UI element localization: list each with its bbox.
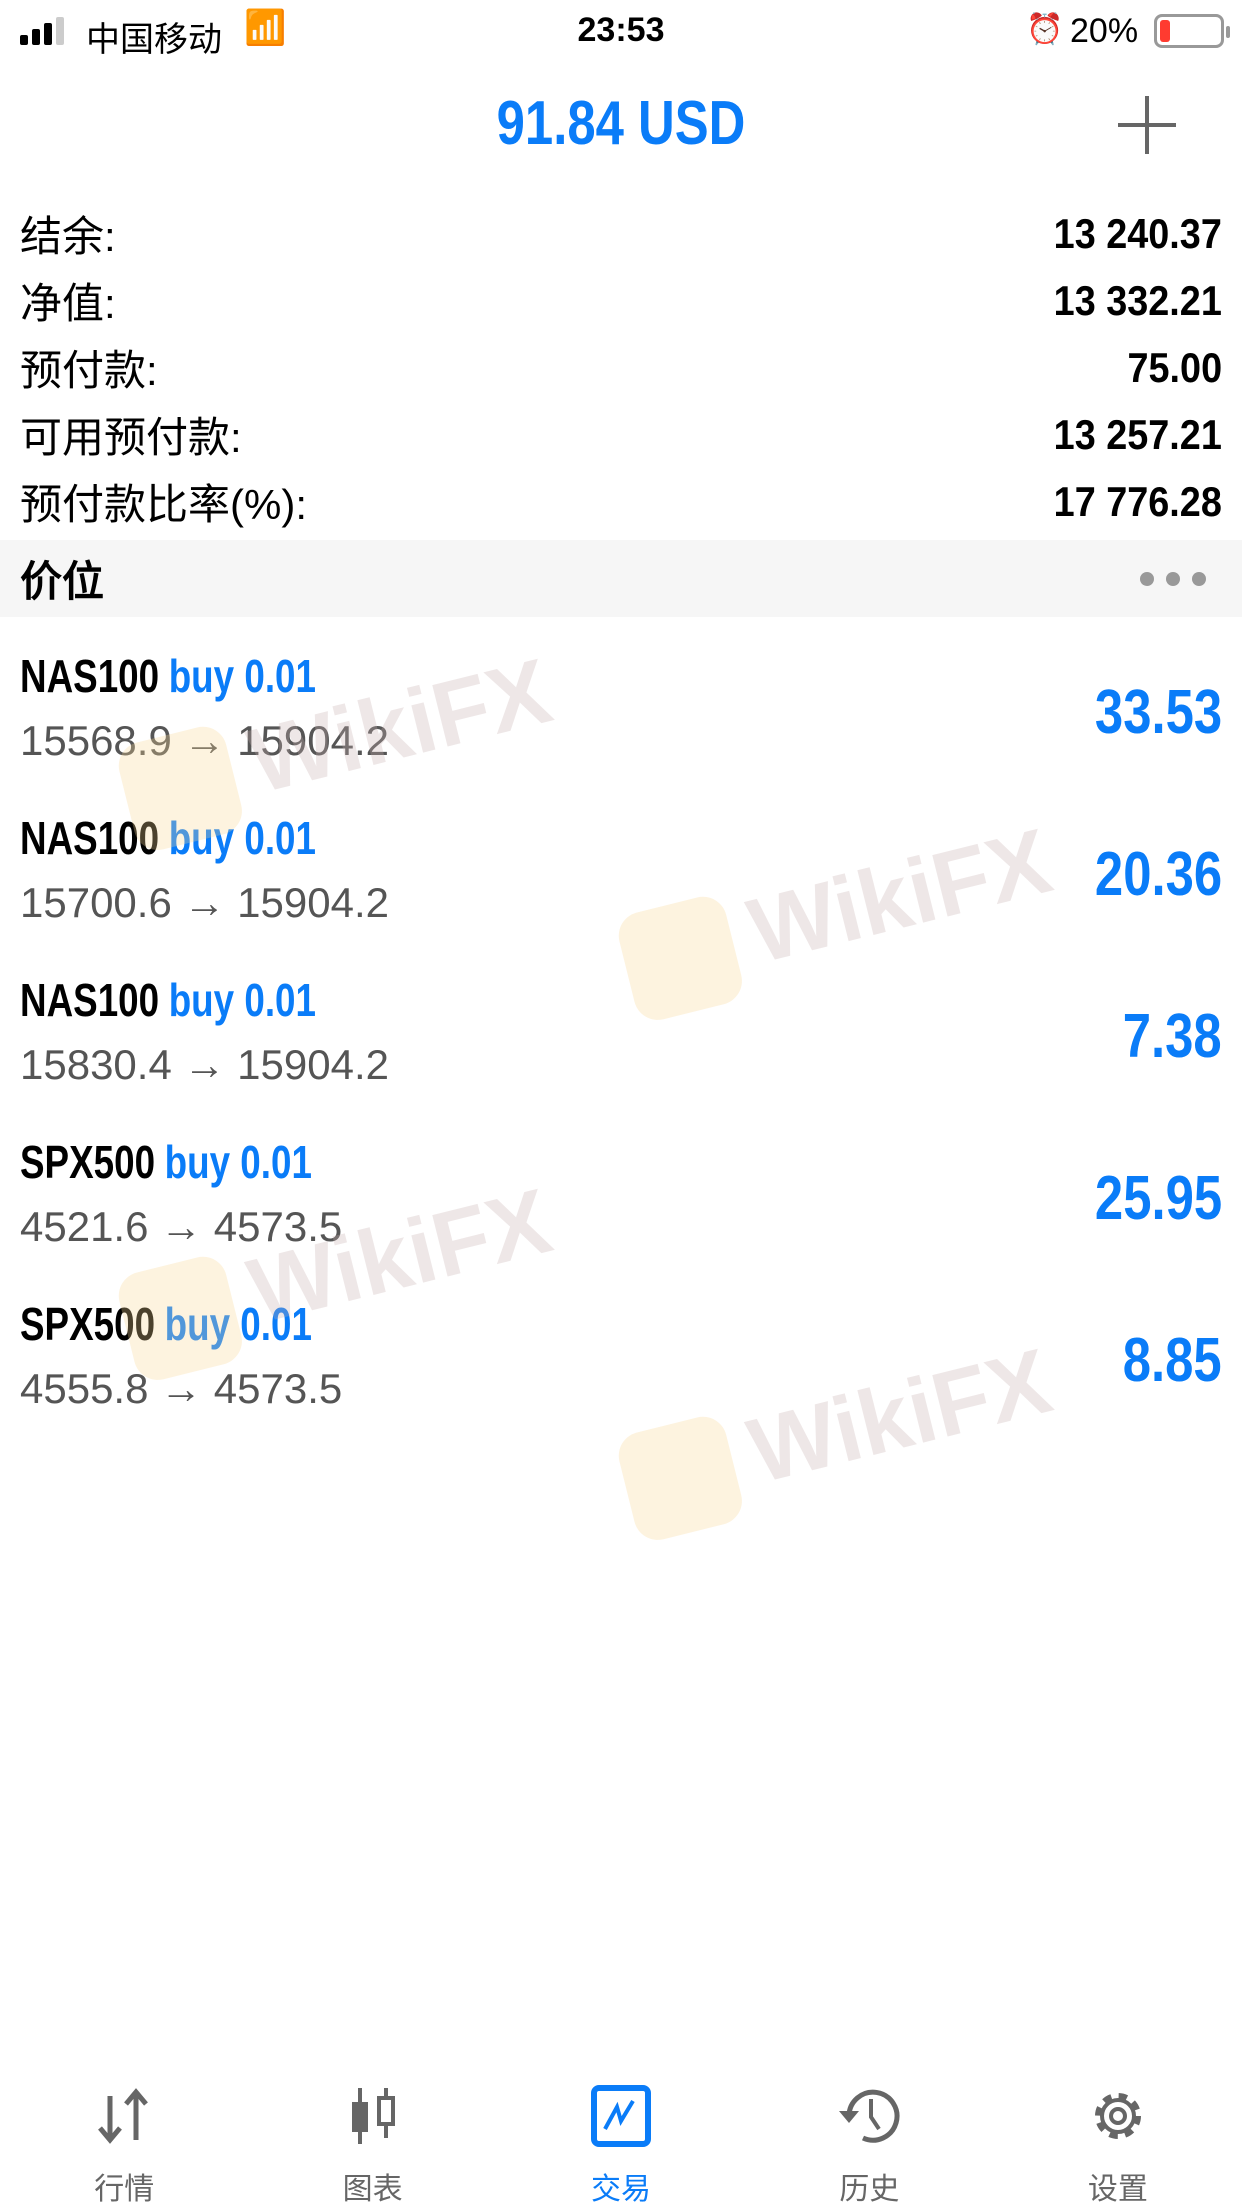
quotes-arrows-icon bbox=[0, 2080, 248, 2152]
summary-row-margin: 预付款: 75.00 bbox=[0, 334, 1242, 401]
position-title: SPX500 buy 0.01 bbox=[20, 1135, 312, 1189]
tab-label: 交易 bbox=[591, 2173, 652, 2206]
summary-row-margin-level: 预付款比率(%): 17 776.28 bbox=[0, 468, 1242, 535]
position-prices: 15830.4 → 15904.2 bbox=[20, 1041, 389, 1088]
position-side: buy 0.01 bbox=[164, 1136, 312, 1188]
plus-icon[interactable] bbox=[1118, 96, 1176, 154]
position-title: NAS100 buy 0.01 bbox=[20, 649, 316, 703]
trade-chart-icon bbox=[497, 2080, 745, 2152]
position-prices: 4555.8 → 4573.5 bbox=[20, 1365, 343, 1412]
position-side: buy 0.01 bbox=[168, 974, 316, 1026]
position-profit: 8.85 bbox=[1123, 1326, 1222, 1395]
candlestick-chart-icon bbox=[248, 2080, 496, 2152]
signal-icon bbox=[20, 17, 64, 45]
position-row[interactable]: SPX500 buy 0.01 4521.6 → 4573.5 25.95 bbox=[0, 1113, 1242, 1275]
position-row[interactable]: NAS100 buy 0.01 15830.4 → 15904.2 7.38 bbox=[0, 951, 1242, 1113]
tab-chart[interactable]: 图表 bbox=[248, 2080, 496, 2208]
tab-settings[interactable]: 设置 bbox=[994, 2080, 1242, 2208]
position-profit: 7.38 bbox=[1123, 1002, 1222, 1071]
position-title: NAS100 buy 0.01 bbox=[20, 973, 316, 1027]
history-clock-icon bbox=[745, 2080, 993, 2152]
summary-value: 13 240.37 bbox=[1053, 209, 1222, 257]
position-symbol: NAS100 bbox=[20, 650, 160, 702]
status-bar: 中国移动 📶 23:53 ⏰ 20% bbox=[0, 0, 1242, 62]
summary-label: 净值: bbox=[20, 280, 116, 327]
position-prices: 15700.6 → 15904.2 bbox=[20, 879, 389, 926]
account-summary: 结余: 13 240.37 净值: 13 332.21 预付款: 75.00 可用预付… bbox=[0, 200, 1242, 535]
battery-icon bbox=[1154, 14, 1230, 48]
summary-value: 75.00 bbox=[1127, 343, 1222, 391]
position-title: NAS100 buy 0.01 bbox=[20, 811, 316, 865]
positions-header: 价位 bbox=[0, 540, 1242, 617]
page-title: 91.84 USD bbox=[496, 89, 746, 158]
alarm-icon: ⏰ bbox=[1026, 13, 1064, 46]
tab-label: 历史 bbox=[839, 2173, 900, 2206]
tab-bar: 行情 图表 交易 历史 设置 bbox=[0, 2080, 1242, 2208]
tab-history[interactable]: 历史 bbox=[745, 2080, 993, 2208]
position-symbol: NAS100 bbox=[20, 974, 160, 1026]
summary-label: 预付款比率(%): bbox=[20, 481, 307, 528]
position-title: SPX500 buy 0.01 bbox=[20, 1297, 312, 1351]
tab-trade[interactable]: 交易 bbox=[497, 2080, 745, 2208]
position-profit: 33.53 bbox=[1094, 678, 1222, 747]
settings-gear-icon bbox=[994, 2080, 1242, 2152]
tab-quotes[interactable]: 行情 bbox=[0, 2080, 248, 2208]
position-prices: 15568.9 → 15904.2 bbox=[20, 717, 389, 764]
summary-value: 17 776.28 bbox=[1053, 477, 1222, 525]
position-symbol: SPX500 bbox=[20, 1298, 156, 1350]
position-profit: 20.36 bbox=[1094, 840, 1222, 909]
battery-percent: 20% bbox=[1070, 12, 1139, 50]
carrier: 中国移动 bbox=[86, 21, 222, 59]
position-side: buy 0.01 bbox=[168, 812, 316, 864]
summary-label: 可用预付款: bbox=[20, 414, 242, 461]
summary-value: 13 332.21 bbox=[1053, 276, 1222, 324]
summary-row-free-margin: 可用预付款: 13 257.21 bbox=[0, 401, 1242, 468]
summary-row-equity: 净值: 13 332.21 bbox=[0, 267, 1242, 334]
position-row[interactable]: SPX500 buy 0.01 4555.8 → 4573.5 8.85 bbox=[0, 1275, 1242, 1437]
position-side: buy 0.01 bbox=[164, 1298, 312, 1350]
position-prices: 4521.6 → 4573.5 bbox=[20, 1203, 343, 1250]
tab-label: 设置 bbox=[1087, 2173, 1148, 2206]
wifi-icon: 📶 bbox=[244, 9, 287, 47]
tab-label: 图表 bbox=[342, 2173, 403, 2206]
summary-row-balance: 结余: 13 240.37 bbox=[0, 200, 1242, 267]
clock: 23:53 bbox=[577, 11, 665, 49]
section-title: 价位 bbox=[20, 558, 105, 605]
tab-label: 行情 bbox=[94, 2173, 155, 2206]
summary-label: 预付款: bbox=[20, 347, 158, 394]
summary-value: 13 257.21 bbox=[1053, 410, 1222, 458]
position-symbol: NAS100 bbox=[20, 812, 160, 864]
summary-label: 结余: bbox=[20, 213, 116, 260]
position-row[interactable]: NAS100 buy 0.01 15700.6 → 15904.2 20.36 bbox=[0, 789, 1242, 951]
position-row[interactable]: NAS100 buy 0.01 15568.9 → 15904.2 33.53 bbox=[0, 627, 1242, 789]
position-symbol: SPX500 bbox=[20, 1136, 156, 1188]
position-side: buy 0.01 bbox=[168, 650, 316, 702]
more-dots-icon[interactable] bbox=[1140, 571, 1206, 586]
position-profit: 25.95 bbox=[1094, 1164, 1222, 1233]
